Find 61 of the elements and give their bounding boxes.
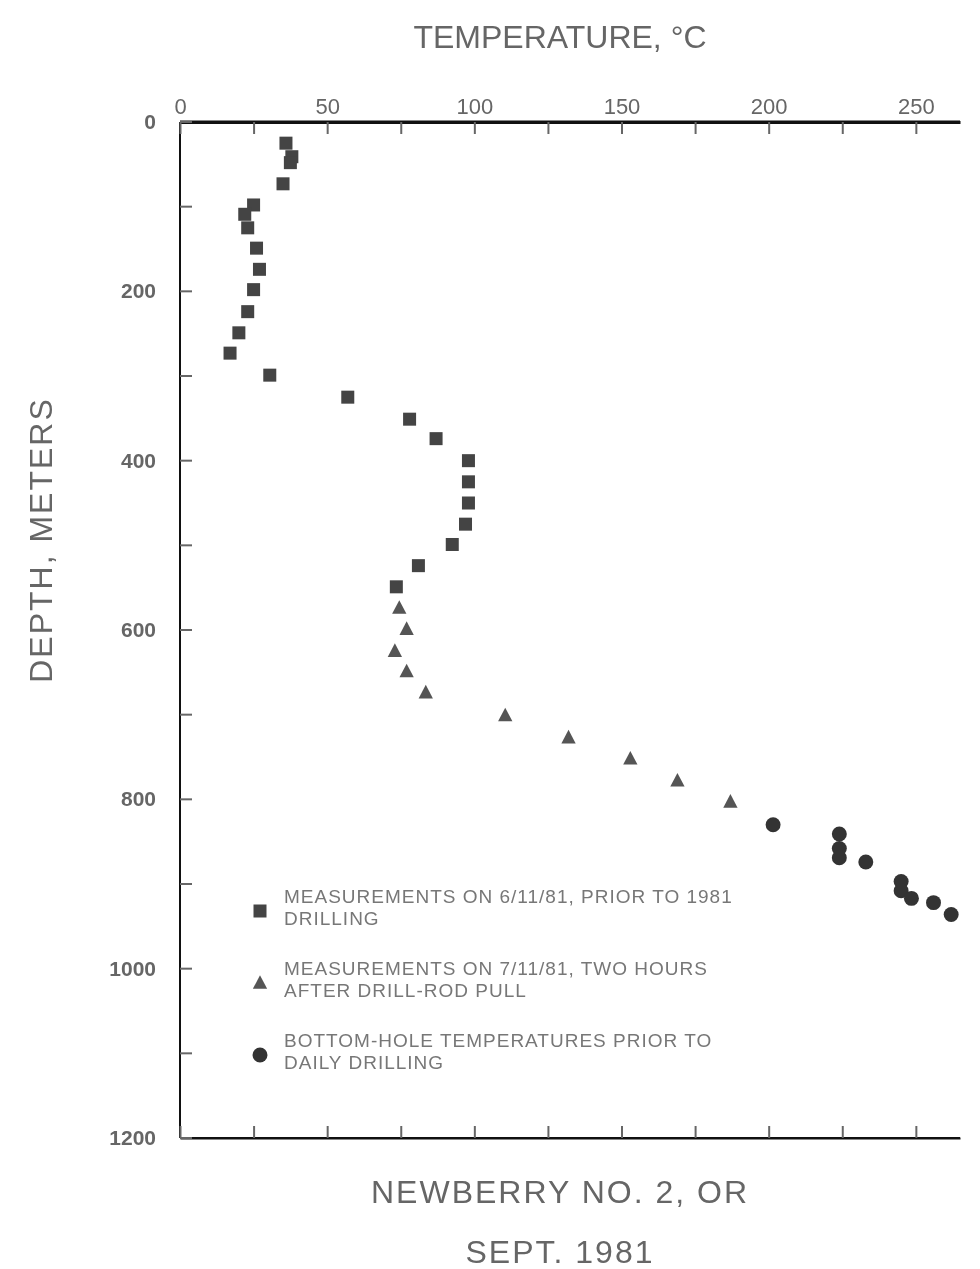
point xyxy=(765,817,781,833)
point xyxy=(238,207,252,221)
y-tick-label: 0 xyxy=(144,110,156,133)
x-tick-label: 100 xyxy=(456,94,494,119)
point xyxy=(387,643,403,658)
legend-label: BOTTOM-HOLE TEMPERATURES PRIOR TO DAILY DRILLING xyxy=(284,1030,713,1073)
x-tick-label: 200 xyxy=(750,94,788,119)
point xyxy=(411,559,425,573)
y-tick-label: 800 xyxy=(120,787,156,811)
point xyxy=(250,241,264,255)
x-tick-label: 50 xyxy=(315,94,340,119)
point xyxy=(561,729,576,744)
point xyxy=(389,580,403,594)
point xyxy=(392,600,407,614)
point xyxy=(247,198,261,212)
point xyxy=(276,177,290,191)
point xyxy=(461,496,475,510)
point xyxy=(252,262,266,276)
point xyxy=(223,346,237,360)
point xyxy=(263,368,277,382)
point xyxy=(831,850,847,866)
point xyxy=(418,684,433,699)
point xyxy=(498,707,513,722)
point xyxy=(903,890,919,906)
text: SEPT. 1981 xyxy=(465,1234,655,1269)
point xyxy=(723,794,738,808)
point xyxy=(461,475,475,489)
point xyxy=(247,283,261,297)
point xyxy=(283,156,297,170)
legend-label: MEASUREMENTS ON 7/11/81, TWO HOURS AFTER DRILL-ROD PULL xyxy=(284,958,708,1001)
x-axis-title: TEMPERATURE, °C xyxy=(413,19,707,55)
point xyxy=(341,390,355,404)
y-tick-label: 200 xyxy=(120,279,156,303)
point xyxy=(858,854,874,870)
point xyxy=(445,537,459,551)
point xyxy=(403,412,417,426)
point xyxy=(429,432,443,446)
y-tick-label: 400 xyxy=(120,448,156,472)
point xyxy=(623,750,638,765)
y-axis-title: DEPTH, METERS xyxy=(23,397,59,683)
y-tick-label: 600 xyxy=(120,618,156,641)
point xyxy=(459,517,473,531)
y-tick-label: 1000 xyxy=(109,956,156,980)
point xyxy=(926,895,941,911)
legend-label: MEASUREMENTS ON 6/11/81, PRIOR TO 1981 DRILLING xyxy=(284,886,733,929)
point xyxy=(399,621,414,635)
point xyxy=(670,772,685,787)
point xyxy=(232,326,246,340)
x-tick-label: 150 xyxy=(603,94,641,119)
text: NEWBERRY NO. 2, OR xyxy=(371,1174,749,1210)
point xyxy=(831,826,847,842)
y-tick-label: 1200 xyxy=(109,1126,156,1149)
point xyxy=(461,454,475,468)
point xyxy=(893,883,909,899)
point xyxy=(943,907,959,922)
point xyxy=(241,221,255,235)
point xyxy=(279,136,293,150)
x-tick-label: 250 xyxy=(897,94,935,119)
point xyxy=(241,305,255,319)
x-tick-label: 0 xyxy=(174,94,187,119)
point xyxy=(399,663,414,678)
